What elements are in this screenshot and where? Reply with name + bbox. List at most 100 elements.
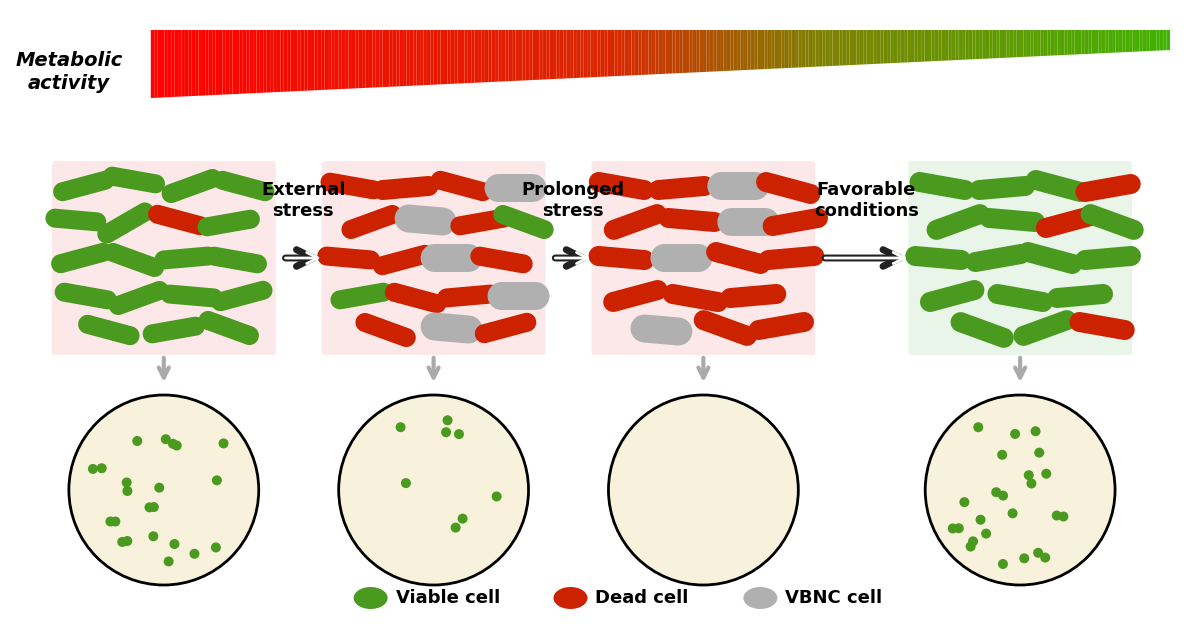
PathPatch shape: [905, 246, 971, 270]
Polygon shape: [498, 30, 502, 81]
Polygon shape: [710, 30, 713, 71]
Circle shape: [163, 557, 174, 567]
PathPatch shape: [1069, 312, 1135, 340]
Polygon shape: [475, 30, 478, 83]
Polygon shape: [542, 30, 546, 80]
Polygon shape: [379, 30, 383, 87]
Circle shape: [976, 515, 985, 525]
Polygon shape: [1142, 30, 1146, 51]
Polygon shape: [772, 30, 775, 69]
Polygon shape: [642, 30, 646, 75]
Polygon shape: [989, 30, 992, 58]
Polygon shape: [1157, 30, 1159, 51]
Polygon shape: [1016, 30, 1020, 57]
Polygon shape: [451, 30, 454, 84]
Polygon shape: [529, 30, 533, 80]
PathPatch shape: [198, 210, 260, 237]
Polygon shape: [424, 30, 427, 85]
Polygon shape: [376, 30, 379, 88]
Polygon shape: [557, 30, 560, 79]
Polygon shape: [540, 30, 542, 80]
Polygon shape: [1057, 30, 1061, 55]
Polygon shape: [877, 30, 881, 64]
Polygon shape: [386, 30, 390, 87]
Polygon shape: [652, 30, 655, 74]
Circle shape: [190, 549, 199, 559]
Polygon shape: [1074, 30, 1078, 54]
Polygon shape: [1118, 30, 1122, 53]
PathPatch shape: [1075, 246, 1141, 270]
PathPatch shape: [1014, 310, 1076, 346]
Polygon shape: [305, 30, 307, 91]
PathPatch shape: [1036, 206, 1100, 238]
Polygon shape: [1102, 30, 1105, 53]
Polygon shape: [454, 30, 457, 84]
Polygon shape: [962, 30, 966, 60]
Polygon shape: [683, 30, 686, 73]
Circle shape: [168, 439, 178, 449]
Polygon shape: [785, 30, 788, 68]
PathPatch shape: [910, 172, 974, 200]
PathPatch shape: [421, 312, 482, 344]
Polygon shape: [887, 30, 890, 63]
PathPatch shape: [211, 281, 272, 311]
PathPatch shape: [756, 172, 821, 204]
PathPatch shape: [53, 171, 114, 201]
Polygon shape: [659, 30, 662, 74]
Polygon shape: [216, 30, 218, 95]
Circle shape: [454, 429, 464, 439]
Circle shape: [1031, 426, 1040, 436]
Circle shape: [1026, 478, 1037, 488]
PathPatch shape: [330, 283, 392, 309]
Polygon shape: [348, 30, 352, 89]
PathPatch shape: [214, 171, 275, 201]
Polygon shape: [392, 30, 396, 86]
Polygon shape: [362, 30, 366, 88]
Polygon shape: [413, 30, 416, 86]
PathPatch shape: [470, 247, 533, 274]
Circle shape: [954, 523, 964, 533]
Polygon shape: [775, 30, 778, 69]
Polygon shape: [1098, 30, 1102, 53]
Polygon shape: [335, 30, 338, 90]
Text: Dead cell: Dead cell: [595, 589, 689, 607]
Polygon shape: [748, 30, 751, 70]
Polygon shape: [646, 30, 648, 74]
Polygon shape: [396, 30, 400, 86]
Polygon shape: [342, 30, 346, 89]
Polygon shape: [318, 30, 322, 90]
Polygon shape: [257, 30, 260, 93]
Polygon shape: [904, 30, 907, 63]
Circle shape: [144, 503, 155, 512]
PathPatch shape: [630, 314, 692, 346]
Circle shape: [1042, 469, 1051, 479]
PathPatch shape: [1075, 174, 1141, 202]
PathPatch shape: [199, 311, 259, 345]
Polygon shape: [253, 30, 257, 93]
Polygon shape: [420, 30, 424, 85]
Polygon shape: [1020, 30, 1024, 57]
PathPatch shape: [708, 172, 769, 200]
Polygon shape: [322, 30, 325, 90]
Circle shape: [1033, 548, 1043, 558]
PathPatch shape: [604, 280, 667, 312]
Polygon shape: [1051, 30, 1054, 56]
Circle shape: [172, 441, 181, 451]
Polygon shape: [307, 30, 311, 91]
PathPatch shape: [588, 246, 654, 270]
Polygon shape: [1159, 30, 1163, 51]
PathPatch shape: [966, 244, 1031, 272]
Polygon shape: [836, 30, 839, 66]
Polygon shape: [986, 30, 989, 59]
Polygon shape: [192, 30, 196, 96]
Polygon shape: [911, 30, 914, 62]
Polygon shape: [686, 30, 689, 73]
FancyBboxPatch shape: [52, 161, 276, 355]
PathPatch shape: [659, 208, 725, 232]
Polygon shape: [563, 30, 566, 79]
Polygon shape: [883, 30, 887, 63]
Polygon shape: [240, 30, 242, 94]
Circle shape: [1010, 429, 1020, 439]
Polygon shape: [457, 30, 461, 83]
Circle shape: [457, 513, 468, 523]
